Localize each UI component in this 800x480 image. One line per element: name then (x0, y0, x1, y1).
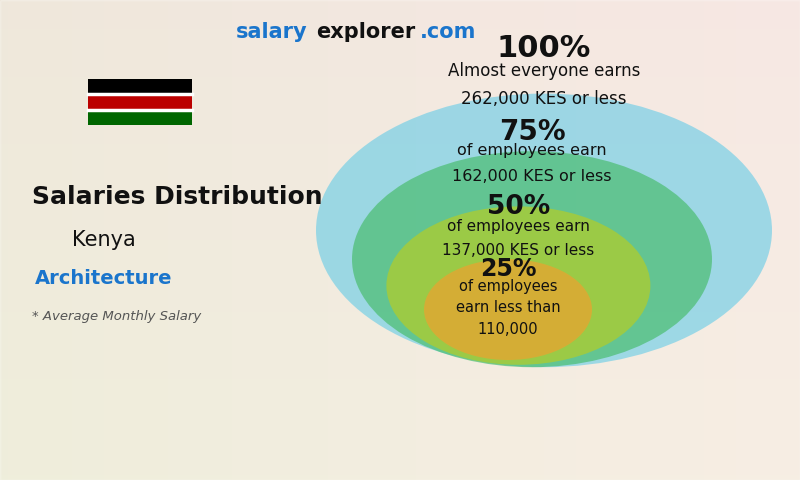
Text: earn less than: earn less than (456, 300, 560, 315)
Text: .com: .com (420, 22, 476, 42)
Text: Almost everyone earns: Almost everyone earns (448, 62, 640, 80)
Bar (88, 109, 192, 125)
Bar (88, 95, 192, 109)
Text: 25%: 25% (480, 257, 536, 281)
Text: 50%: 50% (486, 194, 550, 220)
Circle shape (386, 206, 650, 365)
Text: 137,000 KES or less: 137,000 KES or less (442, 243, 594, 258)
Text: Salaries Distribution: Salaries Distribution (32, 185, 322, 209)
Circle shape (316, 94, 772, 367)
Text: salary: salary (236, 22, 308, 42)
Text: explorer: explorer (316, 22, 415, 42)
Text: 262,000 KES or less: 262,000 KES or less (462, 90, 626, 108)
Circle shape (424, 259, 592, 360)
Text: of employees: of employees (458, 278, 558, 294)
Text: of employees earn: of employees earn (447, 219, 590, 234)
Text: Kenya: Kenya (72, 230, 136, 251)
Circle shape (352, 151, 712, 367)
Text: 162,000 KES or less: 162,000 KES or less (452, 169, 612, 184)
Text: 100%: 100% (497, 34, 591, 62)
Text: 110,000: 110,000 (478, 322, 538, 337)
Text: * Average Monthly Salary: * Average Monthly Salary (32, 310, 202, 323)
Text: 75%: 75% (498, 118, 566, 145)
Bar (88, 79, 192, 95)
Text: of employees earn: of employees earn (457, 143, 607, 158)
Text: Architecture: Architecture (35, 269, 173, 288)
